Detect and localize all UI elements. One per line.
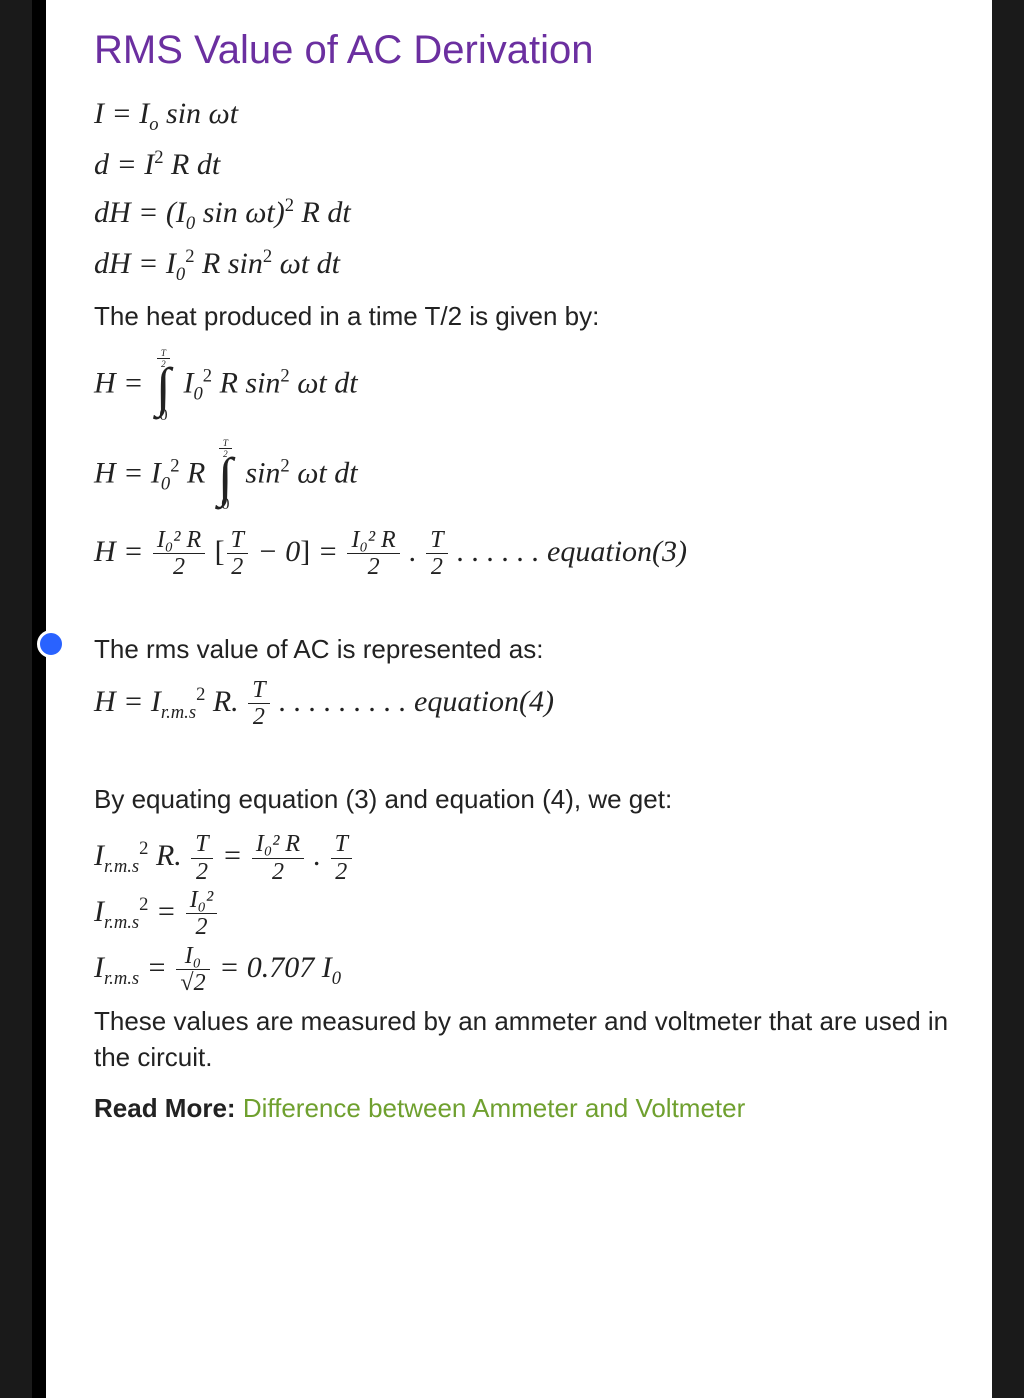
text-heat-produced: The heat produced in a time T/2 is given… [94, 298, 952, 334]
equation-4: dH = I02 R sin2 ωt dt [94, 241, 952, 290]
text-rms-represented: The rms value of AC is represented as: [94, 631, 952, 667]
equation-7: H = I₀² R2 [T2 − 0] = I₀² R2 . T2 . . . … [94, 527, 952, 581]
read-more-line: Read More: Difference between Ammeter an… [94, 1093, 952, 1124]
equation-8: H = Ir.m.s2 R. T2 . . . . . . . . . equa… [94, 677, 952, 731]
text-measured: These values are measured by an ammeter … [94, 1003, 952, 1076]
equation-5: H = T2 ∫ 0 I02 R sin2 ωt dt [94, 348, 952, 423]
read-more-link[interactable]: Difference between Ammeter and Voltmeter [243, 1093, 745, 1123]
read-more-label: Read More: [94, 1093, 243, 1123]
equation-9: Ir.m.s2 R. T2 = I₀² R2 . T2 [94, 831, 952, 885]
equation-10: Ir.m.s2 = I₀²2 [94, 887, 952, 941]
equation-6: H = I02 R T2 ∫ 0 sin2 ωt dt [94, 438, 952, 513]
equation-1: I = Io sin ωt [94, 91, 952, 140]
equation-2: d = I2 R dt [94, 142, 952, 189]
selection-handle-left[interactable] [37, 630, 65, 658]
text-equating: By equating equation (3) and equation (4… [94, 781, 952, 817]
page-title: RMS Value of AC Derivation [94, 28, 952, 73]
document-page: RMS Value of AC Derivation I = Io sin ωt… [32, 0, 992, 1398]
equation-3: dH = (I0 sin ωt)2 R dt [94, 190, 952, 239]
equation-11: Ir.m.s = I₀√2 = 0.707 I0 [94, 943, 952, 997]
